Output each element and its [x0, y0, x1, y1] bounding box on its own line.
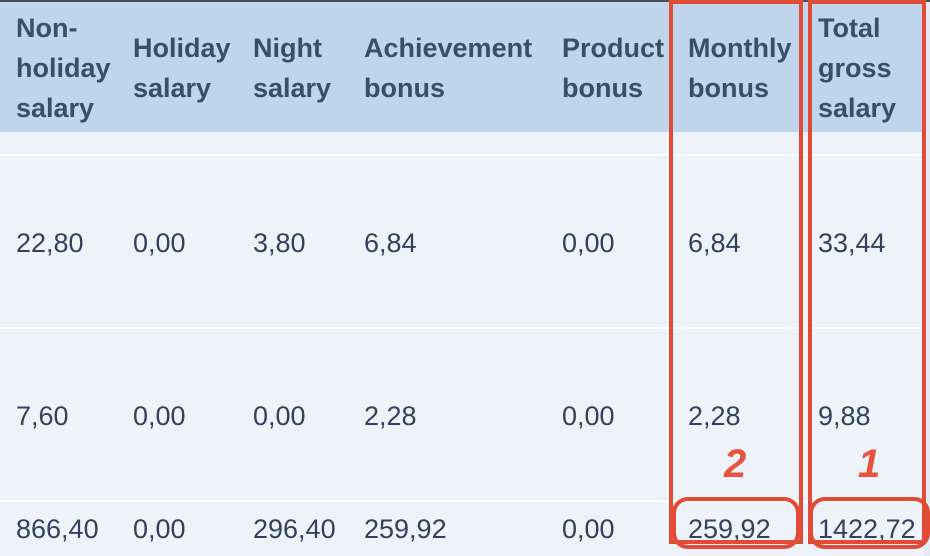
window-top-edge [0, 0, 930, 2]
highlight-total-gross-salary-total [809, 497, 930, 549]
cell-holiday-salary: 0,00 [133, 228, 186, 258]
col-header-monthly-bonus[interactable]: Monthly bonus [688, 33, 792, 103]
cell-achievement-bonus: 2,28 [364, 401, 417, 431]
highlight-monthly-bonus-column [669, 0, 803, 544]
cell-non-holiday-salary: 7,60 [16, 401, 69, 431]
row-divider [0, 500, 930, 502]
cell-monthly-bonus: 6,84 [688, 228, 741, 258]
col-header-total-gross-salary[interactable]: Total gross salary [818, 13, 897, 123]
col-header-product-bonus[interactable]: Product bonus [562, 33, 665, 103]
col-header-night-salary[interactable]: Night salary [253, 33, 332, 103]
table-header-row: Non- holiday salary Holiday salary Night… [0, 2, 930, 132]
cell-total-gross-salary: 9,88 [818, 401, 871, 431]
cell-non-holiday-salary: 22,80 [16, 228, 84, 258]
highlight-total-gross-salary-column [808, 0, 926, 544]
cell-product-bonus: 0,00 [562, 401, 615, 431]
cell-non-holiday-salary: 866,40 [16, 514, 99, 544]
col-header-non-holiday-salary[interactable]: Non- holiday salary [16, 13, 111, 123]
row-divider [0, 154, 930, 156]
cell-holiday-salary: 0,00 [133, 514, 186, 544]
cell-night-salary: 0,00 [253, 401, 306, 431]
cell-product-bonus: 0,00 [562, 228, 615, 258]
cell-product-bonus: 0,00 [562, 514, 615, 544]
table-body [0, 132, 930, 556]
cell-monthly-bonus: 2,28 [688, 401, 741, 431]
cell-holiday-salary: 0,00 [133, 401, 186, 431]
annotation-marker-1: 1 [858, 442, 881, 486]
cell-total-gross-salary: 33,44 [818, 228, 886, 258]
col-header-achievement-bonus[interactable]: Achievement bonus [364, 33, 533, 103]
cell-achievement-bonus: 6,84 [364, 228, 417, 258]
cell-total-gross-salary: 1422,72 [818, 514, 916, 544]
cell-monthly-bonus: 259,92 [688, 514, 771, 544]
annotation-marker-2: 2 [724, 442, 747, 486]
scroll-edge [924, 2, 930, 556]
highlight-monthly-bonus-total [672, 497, 800, 549]
cell-night-salary: 296,40 [253, 514, 336, 544]
row-divider [0, 327, 930, 329]
cell-achievement-bonus: 259,92 [364, 514, 447, 544]
cell-night-salary: 3,80 [253, 228, 306, 258]
col-header-holiday-salary[interactable]: Holiday salary [133, 33, 231, 103]
